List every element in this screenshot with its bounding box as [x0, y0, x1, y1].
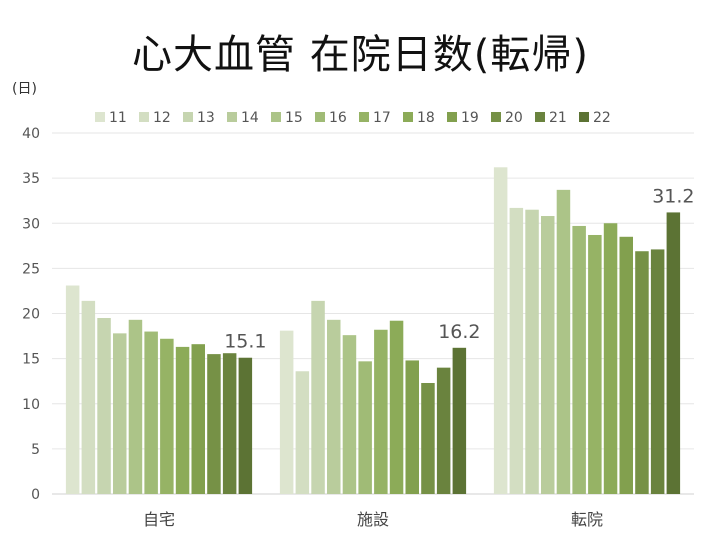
bar-11-2: [493, 167, 508, 495]
legend-swatch: [535, 112, 545, 122]
legend-label: 11: [109, 110, 127, 126]
bar-22-0: [238, 357, 253, 494]
bar-21-2: [650, 249, 665, 494]
legend-label: 15: [285, 110, 303, 126]
y-tick-label: 15: [22, 352, 40, 368]
data-labels: 15.1 16.2 31.2: [224, 185, 694, 352]
legend-label: 20: [505, 110, 523, 126]
legend-label: 22: [593, 110, 611, 126]
legend-label: 21: [549, 110, 567, 126]
bar-15-0: [128, 319, 143, 494]
legend-swatch: [447, 112, 457, 122]
legend-label: 16: [329, 110, 347, 126]
legend-swatch: [227, 112, 237, 122]
legend-swatch: [359, 112, 369, 122]
bar-11-1: [279, 330, 294, 494]
legend-label: 19: [461, 110, 479, 126]
bar-18-2: [603, 223, 618, 494]
bar-15-1: [342, 335, 357, 494]
y-tick-label: 30: [22, 216, 40, 232]
bar-16-1: [358, 361, 372, 494]
legend: 11 12 13 14 15 16 17 18 19 20 21 22: [95, 110, 611, 126]
legend-label: 17: [373, 110, 391, 126]
bar-14-0: [113, 333, 127, 494]
y-tick-label: 20: [22, 307, 40, 323]
gridlines: [52, 132, 694, 495]
legend-swatch: [183, 112, 193, 122]
bar-16-2: [572, 225, 586, 494]
category-label: 転院: [571, 510, 603, 529]
data-label: 15.1: [224, 331, 266, 353]
bar-13-0: [97, 318, 111, 494]
bar-11-0: [65, 285, 80, 494]
y-tick-label: 35: [22, 171, 40, 187]
bar-17-0: [160, 338, 174, 494]
bar-15-2: [556, 189, 571, 495]
category-label: 施設: [357, 510, 389, 529]
bar-13-2: [525, 209, 539, 494]
bar-12-2: [509, 207, 524, 494]
y-axis-label: (日): [12, 81, 37, 97]
bar-14-2: [541, 216, 555, 494]
y-tick-label: 10: [22, 397, 40, 413]
bars: [65, 167, 681, 495]
bar-12-1: [295, 371, 310, 494]
bar-19-2: [619, 236, 633, 494]
legend-swatch: [271, 112, 281, 122]
bar-14-1: [327, 319, 341, 494]
bar-18-1: [389, 320, 404, 494]
chart-title: 心大血管 在院日数(転帰): [132, 32, 589, 78]
legend-label: 18: [417, 110, 435, 126]
bar-20-2: [635, 251, 649, 494]
bar-21-1: [436, 367, 451, 494]
bar-12-0: [81, 300, 96, 494]
y-tick-labels: 0 5 10 15 20 25 30 35 40: [22, 126, 40, 503]
legend-label: 14: [241, 110, 259, 126]
bar-19-0: [191, 344, 205, 494]
bar-16-0: [144, 331, 158, 494]
bar-13-1: [311, 300, 325, 494]
legend-label: 13: [197, 110, 215, 126]
category-label: 自宅: [143, 510, 175, 529]
bar-17-2: [588, 234, 602, 495]
y-tick-label: 40: [22, 126, 40, 142]
y-tick-label: 0: [31, 487, 40, 503]
bar-22-2: [666, 212, 681, 495]
category-labels: 自宅 施設 転院: [143, 510, 603, 529]
legend-swatch: [95, 112, 105, 122]
legend-label: 12: [153, 110, 171, 126]
bar-17-1: [374, 329, 388, 494]
legend-swatch: [139, 112, 149, 122]
data-label: 31.2: [652, 185, 694, 207]
data-label: 16.2: [438, 321, 480, 343]
y-tick-label: 5: [31, 442, 40, 458]
bar-20-0: [207, 354, 221, 494]
bar-19-1: [405, 360, 419, 494]
bar-20-1: [421, 382, 435, 494]
y-tick-label: 25: [22, 261, 40, 277]
bar-18-0: [175, 346, 190, 494]
legend-swatch: [403, 112, 413, 122]
bar-21-0: [222, 353, 237, 494]
legend-swatch: [491, 112, 501, 122]
bar-22-1: [452, 347, 467, 494]
legend-swatch: [579, 112, 589, 122]
legend-swatch: [315, 112, 325, 122]
